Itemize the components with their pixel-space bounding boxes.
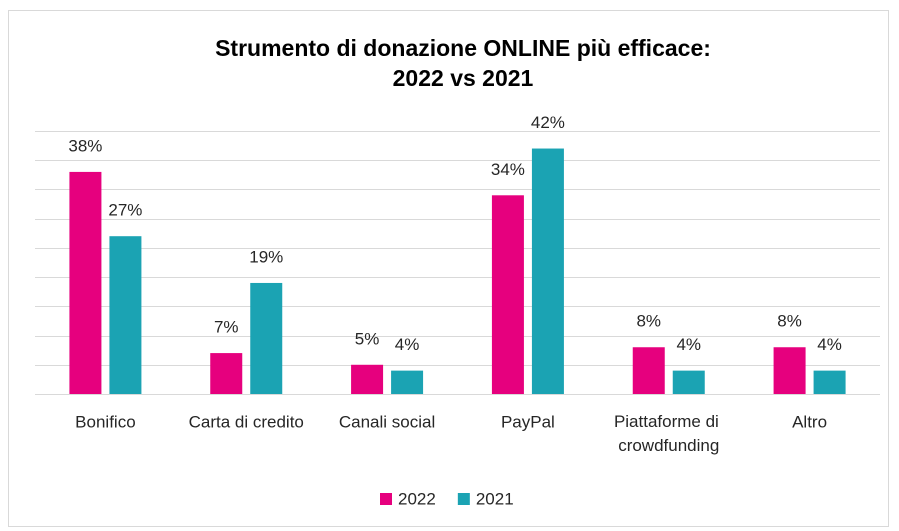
bar [491,195,524,394]
bar [672,370,705,394]
bar [531,148,564,394]
data-label: 19% [249,247,283,266]
legend-label: 2022 [398,489,436,508]
x-tick-label: PayPal [501,412,555,431]
legend-label: 2021 [476,489,514,508]
bar [813,370,846,394]
data-label: 7% [214,318,239,337]
bar [210,353,243,394]
data-label: 27% [108,201,142,220]
bar [250,282,283,394]
x-tick-label: Piattaforme di crowdfunding [614,412,724,455]
legend-swatch [380,493,392,505]
data-label: 38% [68,136,102,155]
legend-swatch [457,493,470,505]
bar [109,236,142,394]
data-label: 4% [817,335,842,354]
data-label: 8% [777,312,802,331]
chart-title: 2022 vs 2021 [393,65,534,91]
x-tick-label: Carta di credito [189,412,304,431]
chart-title: Strumento di donazione ONLINE più effica… [215,35,711,61]
x-tick-label: Bonifico [75,412,135,431]
bar [773,347,806,394]
bar [391,370,424,394]
chart-frame [8,10,889,527]
x-tick-label: Altro [792,412,827,431]
data-label: 8% [636,312,661,331]
bar [632,347,665,394]
data-label: 4% [395,335,420,354]
data-label: 4% [676,335,701,354]
data-label: 34% [491,160,525,179]
data-label: 5% [355,329,380,348]
bar [351,364,384,394]
x-tick-label: Canali social [339,412,435,431]
data-label: 42% [531,113,565,132]
bar [69,171,102,394]
